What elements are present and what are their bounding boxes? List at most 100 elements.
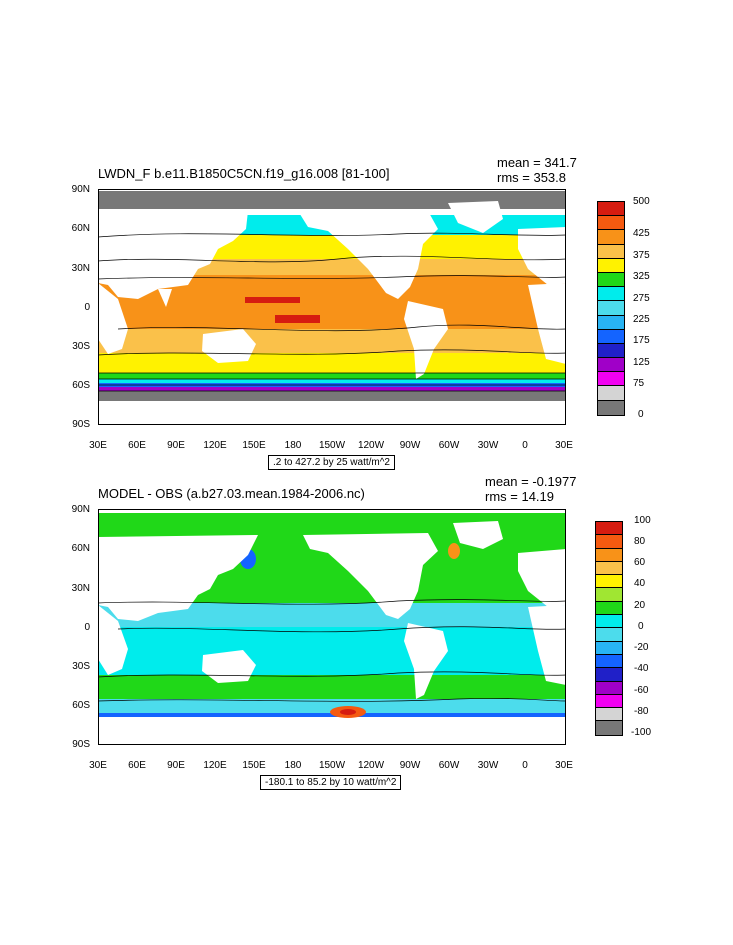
p2-lat-60s: 60S xyxy=(72,700,90,711)
p1-land-southamerica xyxy=(404,301,448,379)
p2-lat-90s: 90S xyxy=(72,739,90,750)
p1-land-india xyxy=(158,289,172,307)
panel1-map xyxy=(98,189,566,425)
p1-lon-30w: 30W xyxy=(477,440,499,451)
p1-band-purple-s xyxy=(98,387,566,391)
p2-cb-m80: -80 xyxy=(634,706,649,717)
p1-band-midlat-s xyxy=(98,353,566,375)
p1-land-africa-east xyxy=(528,283,566,364)
p1-cb-0: 0 xyxy=(638,409,644,420)
p2-land-australia xyxy=(202,650,256,683)
panel1-mean: mean = 341.7 xyxy=(497,155,577,170)
p1-cb-425: 425 xyxy=(633,228,650,239)
p1-cb-175: 175 xyxy=(633,335,650,346)
p2-cb-m20: -20 xyxy=(634,642,649,653)
p2-lat-30s: 30S xyxy=(72,661,90,672)
p2-lon-120e: 120E xyxy=(203,760,227,771)
p2-lat-90n: 90N xyxy=(71,504,90,515)
p2-land-europe xyxy=(518,549,566,607)
p2-lon-150e: 150E xyxy=(242,760,266,771)
p2-lon-30w: 30W xyxy=(477,760,499,771)
p2-lon-0: 0 xyxy=(522,760,528,771)
panel1-rms: rms = 353.8 xyxy=(497,170,567,185)
p2-cb-m100: -100 xyxy=(631,727,652,738)
p2-lat-60n: 60N xyxy=(71,543,90,554)
p2-lon-150w: 150W xyxy=(318,760,346,771)
p1-land-africa xyxy=(98,283,128,354)
p1-cb-500: 500 xyxy=(633,196,650,207)
p1-warm-pool-2 xyxy=(275,315,320,323)
p1-lon-90e: 90E xyxy=(167,440,185,451)
p1-lon-30e: 30E xyxy=(89,440,107,451)
p1-warm-pool-1 xyxy=(245,297,300,303)
panel2-range-box: -180.1 to 85.2 by 10 watt/m^2 xyxy=(260,775,402,790)
p2-cb-m40: -40 xyxy=(634,663,649,674)
p1-land-australia xyxy=(202,329,256,363)
p2-band-antarctic xyxy=(98,717,566,745)
p2-cb-m60: -60 xyxy=(634,685,649,696)
p1-lat-30s: 30S xyxy=(72,341,90,352)
p2-cb-20: 20 xyxy=(634,600,646,611)
p1-lat-90s: 90S xyxy=(72,419,90,430)
panel2-mean: mean = -0.1977 xyxy=(485,474,577,489)
p2-cb-80: 80 xyxy=(634,536,646,547)
p2-lon-60e: 60E xyxy=(128,760,146,771)
p1-lon-120e: 120E xyxy=(203,440,227,451)
p1-band-antarctic xyxy=(98,401,566,425)
p2-land-africa xyxy=(98,605,128,675)
p2-band-southern-edge xyxy=(98,713,566,717)
p2-lon-30e-end: 30E xyxy=(555,760,573,771)
panel1-colorbar xyxy=(597,201,625,416)
p1-cb-375: 375 xyxy=(633,250,650,261)
p1-lon-0: 0 xyxy=(522,440,528,451)
p2-band-southern xyxy=(98,699,566,713)
p1-lat-60n: 60N xyxy=(71,223,90,234)
p2-cb-40: 40 xyxy=(634,578,646,589)
panel1-title: LWDN_F b.e11.B1850C5CN.f19_g16.008 [81-1… xyxy=(98,166,390,181)
p1-lon-60e: 60E xyxy=(128,440,146,451)
p1-lat-60s: 60S xyxy=(72,380,90,391)
p1-lon-180: 180 xyxy=(284,440,302,451)
p1-band-subtrop-n xyxy=(98,259,566,279)
p2-gulfstream xyxy=(448,543,460,559)
p1-cb-325: 325 xyxy=(633,271,650,282)
p2-land-eurasia xyxy=(98,535,258,621)
p2-land-greenland xyxy=(453,521,503,549)
p1-cb-125: 125 xyxy=(633,357,650,368)
p1-cb-275: 275 xyxy=(633,293,650,304)
p2-cb-0: 0 xyxy=(638,621,644,632)
panel1-range-box: .2 to 427.2 by 25 watt/m^2 xyxy=(268,455,395,470)
p2-hotspot-inner xyxy=(340,709,356,715)
p2-lon-60w: 60W xyxy=(438,760,460,771)
p2-cb-100: 100 xyxy=(634,515,651,526)
panel2-colorbar xyxy=(595,521,623,736)
p1-land-europe-africa xyxy=(518,227,566,285)
p1-land-eurasia xyxy=(98,211,248,299)
p1-lon-60w: 60W xyxy=(438,440,460,451)
panel2-title: MODEL - OBS (a.b27.03.mean.1984-2006.nc) xyxy=(98,486,365,501)
p1-contours xyxy=(98,232,566,392)
p2-lon-30e: 30E xyxy=(89,760,107,771)
p1-lon-150e: 150E xyxy=(242,440,266,451)
p1-lat-90n: 90N xyxy=(71,184,90,195)
p1-band-subtrop-s xyxy=(98,329,566,357)
p1-band-grey-s xyxy=(98,391,566,401)
panel2-rms: rms = 14.19 xyxy=(485,489,555,504)
p1-cb-75: 75 xyxy=(633,378,645,389)
p2-cb-60: 60 xyxy=(634,557,646,568)
p2-lon-90w: 90W xyxy=(399,760,421,771)
p1-lon-120w: 120W xyxy=(357,440,385,451)
p2-lon-120w: 120W xyxy=(357,760,385,771)
p2-contours xyxy=(98,599,566,702)
p2-lat-0: 0 xyxy=(84,622,90,633)
p1-band-green-s xyxy=(98,373,566,379)
p1-lon-30e-end: 30E xyxy=(555,440,573,451)
p1-land-greenland xyxy=(448,201,503,233)
panel2-map xyxy=(98,509,566,745)
p1-lat-30n: 30N xyxy=(71,263,90,274)
p2-band-trop2 xyxy=(98,627,566,681)
p2-land-southamerica xyxy=(404,623,448,699)
p1-band-cyan-s xyxy=(98,379,566,383)
p1-cb-225: 225 xyxy=(633,314,650,325)
p2-lon-180: 180 xyxy=(284,760,302,771)
